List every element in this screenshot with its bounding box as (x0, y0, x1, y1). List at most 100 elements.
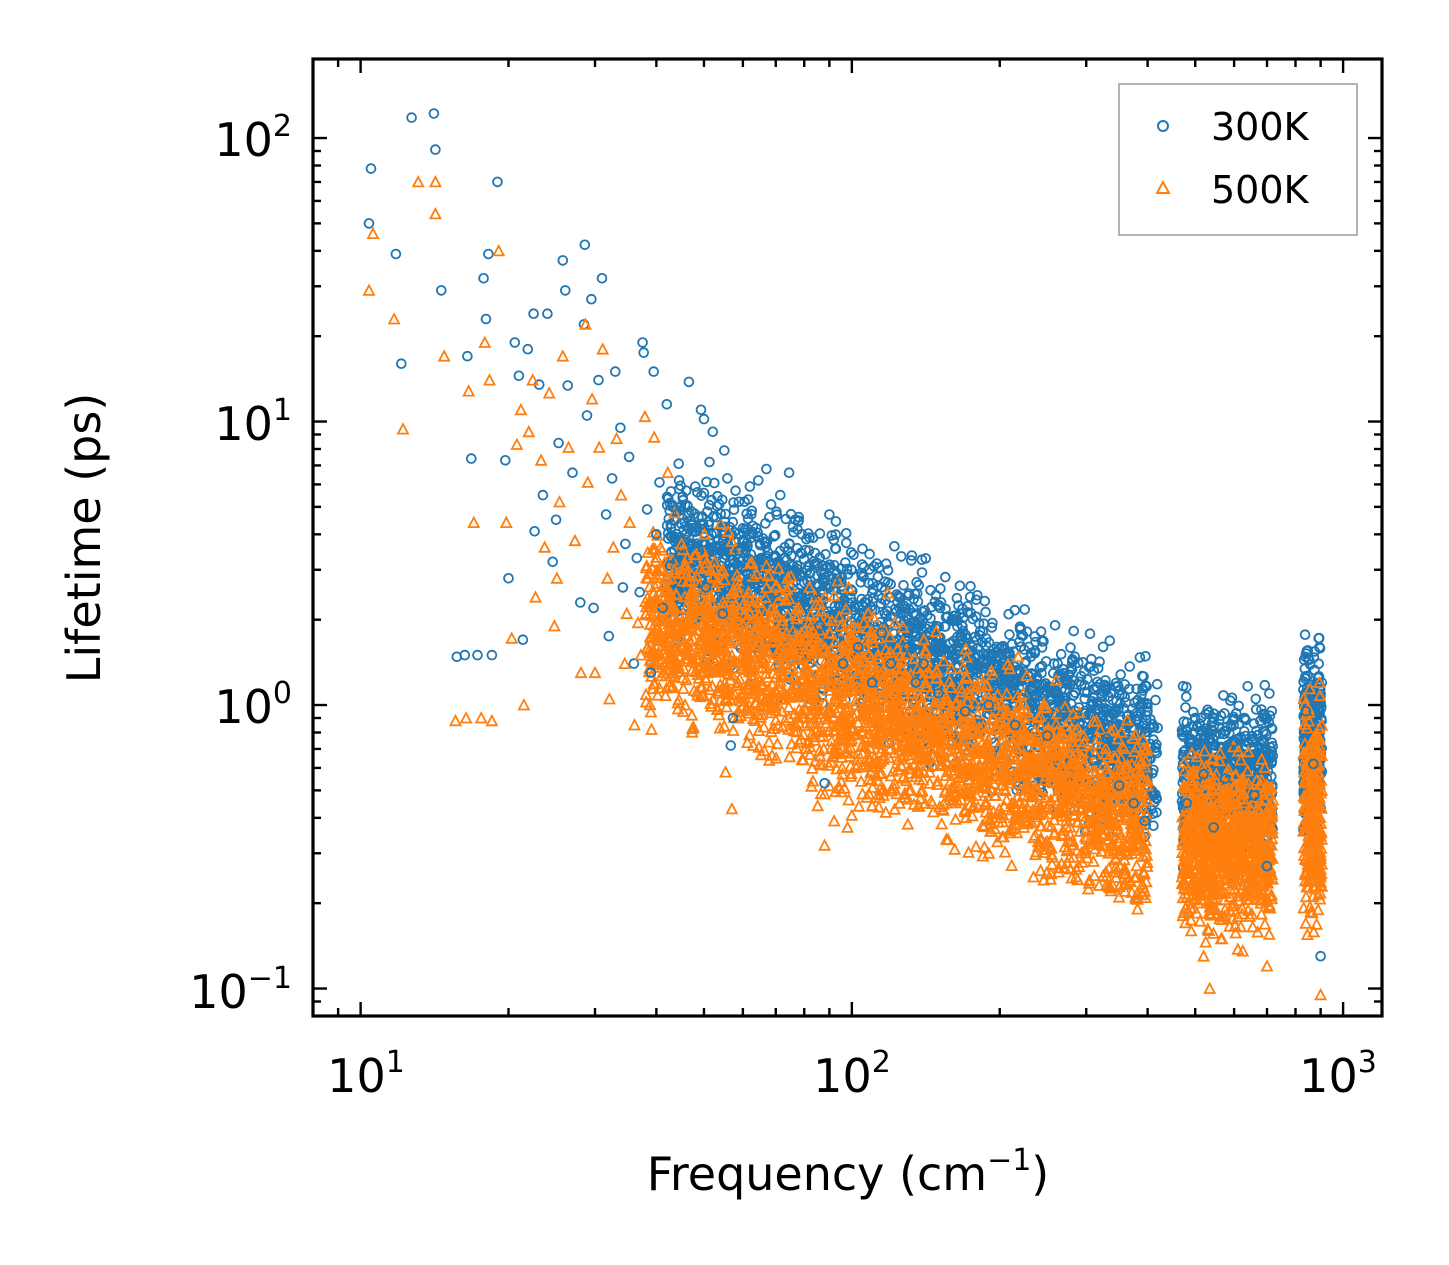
point-300k (1139, 680, 1151, 691)
point-300k (992, 656, 1003, 667)
point-300k (980, 606, 991, 618)
point-300k (708, 477, 720, 489)
point-300k (892, 590, 904, 602)
point-300k (1313, 670, 1325, 682)
point-300k (745, 578, 756, 590)
point-300k (1008, 674, 1020, 686)
point-300k (933, 632, 944, 643)
point-300k (950, 614, 962, 626)
point-300k (673, 458, 684, 470)
point-300k (1036, 642, 1048, 653)
point-300k (799, 597, 810, 608)
point-300k (1225, 695, 1236, 706)
point-300k (907, 627, 919, 639)
point-300k (925, 584, 936, 596)
point-300k (848, 549, 859, 561)
point-300k (750, 522, 762, 534)
point-300k (820, 548, 831, 560)
point-300k (1256, 704, 1267, 715)
point-300k (689, 526, 701, 537)
point-300k (957, 634, 968, 645)
point-300k (760, 537, 771, 549)
point-300k (814, 528, 826, 539)
point-300k (661, 520, 673, 531)
point-300k (1055, 648, 1067, 660)
point-300k (1176, 724, 1188, 736)
point-300k (1181, 691, 1192, 702)
dense-point-clouds (638, 458, 1329, 957)
point-300k (999, 644, 1010, 655)
point-300k (796, 548, 808, 559)
point-300k (913, 579, 925, 591)
point-300k (939, 621, 950, 632)
point-300k (727, 554, 739, 566)
point-300k (1034, 679, 1045, 691)
point-300k (1135, 698, 1147, 710)
point-300k (971, 589, 983, 601)
point-300k (1266, 722, 1277, 734)
point-300k (738, 536, 750, 548)
point-300k (864, 548, 875, 560)
point-300k (1115, 669, 1126, 680)
point-300k (769, 550, 781, 562)
point-300k (741, 508, 752, 520)
point-300k (1006, 638, 1018, 650)
point-500k (856, 649, 870, 663)
point-300k (1209, 740, 1221, 751)
point-300k (1137, 682, 1148, 694)
point-300k (1097, 641, 1109, 653)
point-300k (978, 655, 989, 666)
point-300k (1260, 712, 1272, 724)
point-300k (788, 526, 799, 538)
point-300k (1107, 722, 1118, 734)
point-300k (935, 597, 947, 608)
point-300k (1092, 700, 1103, 711)
point-300k (976, 637, 988, 648)
point-300k (987, 617, 998, 629)
point-300k (1077, 656, 1089, 668)
point-300k (1107, 709, 1119, 720)
point-300k (1202, 704, 1213, 716)
point-300k (1134, 652, 1146, 663)
point-300k (907, 607, 919, 619)
point-300k (1098, 703, 1109, 714)
point-300k (692, 486, 703, 498)
point-300k (840, 527, 852, 539)
point-300k (1209, 730, 1220, 741)
point-300k (1259, 679, 1271, 691)
point-300k (841, 563, 853, 575)
point-300k (1003, 608, 1014, 620)
point-300k (1203, 732, 1215, 744)
point-300k (942, 611, 953, 622)
point-300k (1178, 731, 1189, 743)
point-300k (939, 571, 951, 583)
point-300k (809, 547, 821, 559)
point-300k (1124, 661, 1135, 672)
point-300k (965, 580, 976, 592)
point-300k (1118, 702, 1129, 714)
point-300k (1299, 629, 1311, 640)
point-300k (1085, 661, 1096, 672)
point-300k (856, 559, 868, 570)
point-300k (1266, 737, 1278, 749)
point-300k (950, 649, 962, 660)
point-300k (1315, 688, 1326, 700)
point-300k (803, 560, 814, 571)
point-300k (1035, 626, 1047, 637)
point-300k (866, 587, 878, 599)
point-300k (1218, 728, 1230, 740)
point-300k (1040, 689, 1051, 701)
point-300k (879, 576, 891, 587)
point-300k (698, 487, 710, 499)
point-300k (905, 555, 917, 566)
point-300k (1068, 625, 1079, 637)
point-300k (720, 508, 731, 520)
point-300k (881, 610, 892, 621)
point-300k (693, 511, 704, 523)
point-300k (1313, 704, 1325, 715)
point-300k (703, 499, 715, 511)
point-300k (1151, 678, 1163, 690)
point-300k (832, 573, 843, 585)
point-300k (952, 621, 963, 632)
